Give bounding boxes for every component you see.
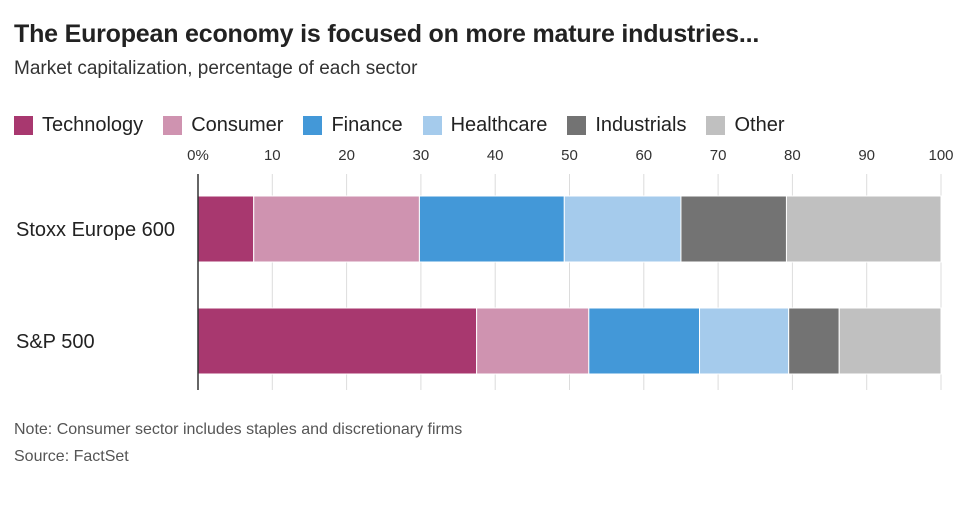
bar-sandp-500-healthcare (699, 307, 790, 375)
x-tick-label: 70 (710, 147, 727, 164)
x-tick-label: 60 (635, 147, 652, 164)
bar-stoxx-europe-600-industrials (680, 195, 787, 263)
chart-title: The European economy is focused on more … (14, 20, 760, 48)
chart-subtitle: Market capitalization, percentage of eac… (14, 58, 418, 79)
bar-sandp-500-industrials (788, 307, 840, 375)
x-tick-label: 100 (928, 147, 953, 164)
legend-label-technology: Technology (42, 114, 144, 136)
chart-source: Source: FactSet (14, 448, 129, 465)
x-tick-label: 10 (264, 147, 281, 164)
bar-sandp-500-other (838, 307, 942, 375)
legend-label-industrials: Industrials (595, 114, 687, 136)
stacked-bar-chart: 0% 10 20 30 40 50 60 70 80 90 100 Stoxx Europe 600 S… (16, 147, 954, 390)
bar-sandp-500-technology (197, 307, 478, 375)
bar-stoxx-europe-600-healthcare (563, 195, 682, 263)
x-tick-label: 80 (784, 147, 801, 164)
bar-stoxx-europe-600-technology (197, 195, 255, 263)
legend-swatch-consumer (163, 116, 183, 135)
x-tick-label: 40 (487, 147, 504, 164)
legend-swatch-finance (303, 116, 323, 135)
legend-label-other: Other (734, 114, 785, 136)
x-tick-label: 0% (187, 147, 209, 164)
legend-label-finance: Finance (331, 114, 403, 136)
x-tick-label: 90 (858, 147, 875, 164)
x-tick-label: 20 (338, 147, 355, 164)
chart-legend: Technology Consumer Finance Healthcare Indus… (14, 114, 805, 137)
bar-sandp-500-finance (588, 307, 701, 375)
x-tick-label: 50 (561, 147, 578, 164)
chart-note: Note: Consumer sector includes staples a… (14, 421, 463, 438)
legend-item-finance: Finance (303, 114, 403, 137)
legend-item-consumer: Consumer (163, 114, 283, 137)
category-label-sandp-500: S&P 500 (16, 331, 95, 353)
bar-stoxx-europe-600-other (785, 195, 942, 263)
category-label-stoxx-europe-600: Stoxx Europe 600 (16, 219, 175, 241)
legend-item-industrials: Industrials (567, 114, 686, 137)
legend-label-consumer: Consumer (191, 114, 284, 136)
bar-sandp-500-consumer (476, 307, 590, 375)
legend-item-technology: Technology (14, 114, 143, 137)
bar-stoxx-europe-600-consumer (253, 195, 420, 263)
legend-swatch-other (706, 116, 726, 135)
legend-swatch-technology (14, 116, 33, 135)
legend-item-healthcare: Healthcare (422, 114, 548, 137)
bar-stoxx-europe-600-finance (418, 195, 565, 263)
legend-swatch-industrials (567, 116, 587, 135)
x-tick-label: 30 (413, 147, 430, 164)
legend-item-other: Other (706, 114, 785, 137)
legend-label-healthcare: Healthcare (450, 114, 548, 136)
legend-swatch-healthcare (422, 116, 442, 135)
